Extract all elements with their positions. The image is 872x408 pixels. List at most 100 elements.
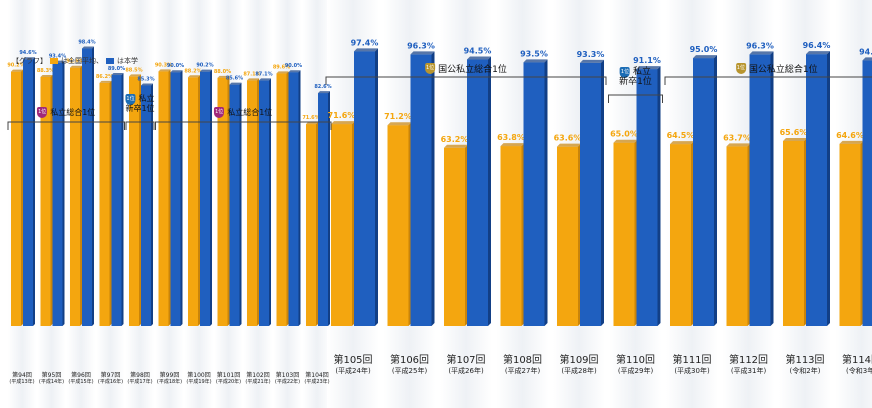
bar-school xyxy=(200,71,210,326)
legend: 【グラフ】 は全国平均、 は本学 xyxy=(12,56,138,66)
bar-national xyxy=(188,77,198,326)
data-label-national: 91.6% xyxy=(66,59,83,65)
data-label-national: 63.2% xyxy=(441,135,469,144)
bar-national-top xyxy=(613,139,638,143)
x-tick-round: 第95回 xyxy=(41,372,62,379)
bar-school xyxy=(259,80,269,327)
annotation-bracket xyxy=(155,121,332,130)
bar-school-top xyxy=(636,66,661,70)
x-tick-label: 第113回 (令和2年) xyxy=(785,355,824,375)
x-tick-round: 第98回 xyxy=(130,372,150,379)
data-label-national: 65.6% xyxy=(780,128,808,137)
legend-national-swatch xyxy=(50,58,58,64)
bar-national-top xyxy=(129,74,141,77)
bar-school-side xyxy=(33,57,35,327)
x-tick-round: 第96回 xyxy=(71,372,91,379)
x-tick-era: (平成15年) xyxy=(68,378,94,385)
bar-school-side xyxy=(92,46,94,327)
bar-national xyxy=(217,77,228,326)
bar-national-top xyxy=(247,78,259,81)
rank-badge-icon: 1位 xyxy=(619,67,630,78)
bar-school-top xyxy=(806,51,830,55)
bar-national-top xyxy=(276,71,289,74)
data-label-national: 88.5% xyxy=(125,67,142,73)
bar-national xyxy=(783,141,804,326)
annotation-text-2: 新卒1位 xyxy=(619,77,652,87)
bar-national xyxy=(276,73,287,326)
x-tick-label: 第94回 (平成13年) xyxy=(9,372,34,386)
bar-national-top xyxy=(70,65,82,68)
bar-school xyxy=(580,62,601,326)
bar-national-side xyxy=(227,75,230,326)
bar-national-side xyxy=(21,69,23,327)
bar-school-side xyxy=(714,55,717,326)
bar-school-top xyxy=(259,78,271,81)
data-label-school: 90.2% xyxy=(196,63,213,69)
x-tick-label: 第104回 (平成23年) xyxy=(304,372,329,386)
annotation-bracket xyxy=(125,121,155,130)
bar-national xyxy=(839,143,861,326)
bar-national-top xyxy=(99,80,112,83)
x-tick-round: 第104回 xyxy=(305,372,329,379)
x-tick-era: (平成31年) xyxy=(730,366,767,375)
x-tick-era: (平成16年) xyxy=(97,378,124,385)
x-tick-era: (平成25年) xyxy=(391,366,428,375)
data-label-national: 86.2% xyxy=(96,74,113,80)
bar-school-side xyxy=(488,56,491,326)
x-tick-era: (平成24年) xyxy=(335,366,371,375)
data-label-school: 94.5% xyxy=(464,47,492,56)
data-label-national: 90.2% xyxy=(7,63,24,69)
bar-school-side xyxy=(657,66,661,327)
bar-national xyxy=(557,146,578,326)
bar-national xyxy=(99,82,110,326)
annotation-private: 1位 私立総合1位 xyxy=(214,107,272,118)
bar-national-top xyxy=(783,138,807,142)
data-label-national: 87.1% xyxy=(243,71,260,77)
bar-national xyxy=(11,71,21,326)
x-tick-era: (平成29年) xyxy=(617,366,654,375)
bar-national-top xyxy=(217,75,230,78)
x-tick-round: 第100回 xyxy=(187,372,211,379)
x-tick-round: 第113回 xyxy=(785,355,825,366)
x-tick-era: (平成14年) xyxy=(38,378,65,385)
annotation-text: 私立 xyxy=(138,94,155,104)
rank-badge-icon: 1位 xyxy=(214,107,225,118)
data-label-school: 90.0% xyxy=(167,63,184,69)
data-label-national: 71.2% xyxy=(384,112,412,121)
data-label-school: 95.0% xyxy=(690,45,718,54)
bar-school-top xyxy=(229,82,242,85)
bar-national-side xyxy=(139,74,141,327)
bar-national-top xyxy=(839,140,864,144)
bar-school xyxy=(467,59,488,326)
bar-national-top xyxy=(444,144,468,148)
data-label-national: 64.5% xyxy=(667,131,695,140)
bar-school xyxy=(318,93,328,327)
annotation-private: 1位 私立総合1位 xyxy=(37,107,95,118)
bar-national xyxy=(158,71,169,326)
bar-school-top xyxy=(749,51,774,55)
bar-national-side xyxy=(257,78,259,327)
bar-national xyxy=(306,124,316,326)
bar-school-side xyxy=(431,51,435,327)
data-label-school: 94.6% xyxy=(19,50,36,56)
bar-national-side xyxy=(286,71,289,326)
x-tick-label: 第110回 (平成29年) xyxy=(616,355,655,375)
x-tick-label: 第109回 (平成28年) xyxy=(559,355,598,375)
x-tick-label: 第105回 (平成24年) xyxy=(333,355,372,375)
data-label-national: 63.8% xyxy=(497,133,525,142)
bar-national xyxy=(331,124,352,326)
bar-school-top xyxy=(23,57,35,60)
bar-school xyxy=(693,58,714,326)
bar-school xyxy=(141,85,151,326)
bar-national-top xyxy=(40,74,53,77)
bar-school xyxy=(288,72,299,326)
bar-school-side xyxy=(239,82,242,326)
bar-school-side xyxy=(544,59,548,326)
data-label-national: 63.7% xyxy=(723,133,751,142)
data-label-school: 94.2% xyxy=(859,47,872,56)
annotation-newgrad: 1位 私立 新卒1位 xyxy=(125,94,155,114)
x-tick-label: 第107回 (平成26年) xyxy=(446,355,485,375)
x-tick-round: 第97回 xyxy=(100,372,121,379)
bar-school-top xyxy=(288,70,301,73)
